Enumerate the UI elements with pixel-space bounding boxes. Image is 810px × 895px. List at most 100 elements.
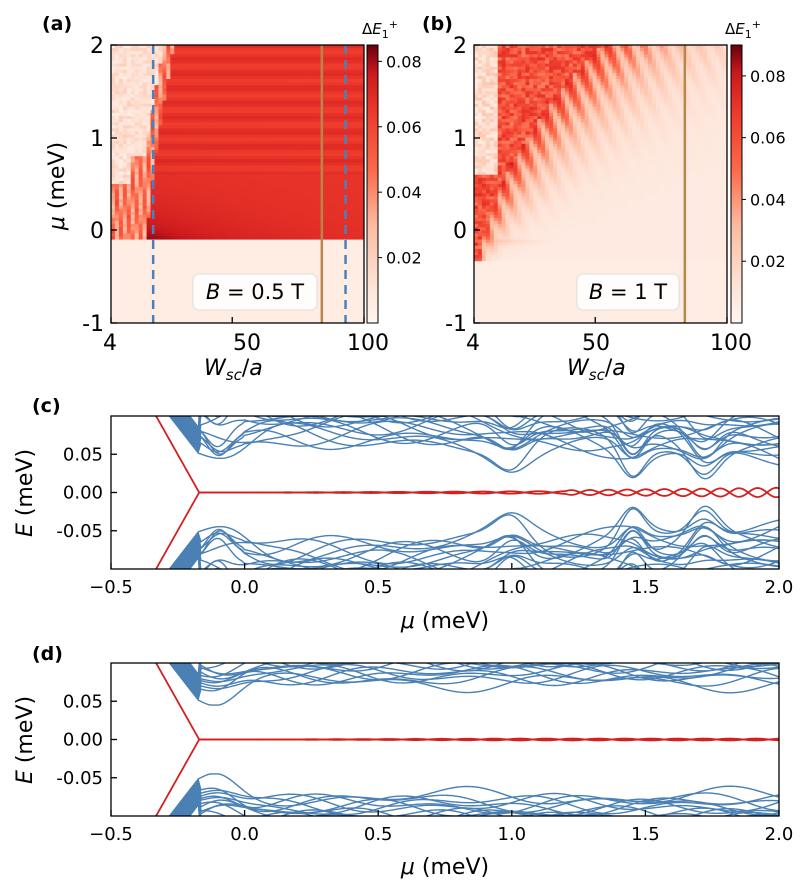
heat-cell xyxy=(111,248,116,253)
heat-cell xyxy=(190,48,195,52)
heat-cell xyxy=(348,184,353,188)
heat-cell xyxy=(118,45,124,49)
heat-cell xyxy=(237,119,243,123)
heat-cell xyxy=(166,88,171,92)
heat-cell xyxy=(142,72,148,77)
heat-cell xyxy=(280,258,286,262)
heat-cell xyxy=(114,199,120,204)
heat-cell xyxy=(111,199,116,204)
heat-cell xyxy=(166,128,171,133)
heat-cell xyxy=(284,190,290,194)
heat-cell xyxy=(356,217,361,222)
heat-cell xyxy=(190,85,195,89)
heat-cell xyxy=(122,264,128,268)
heat-cell xyxy=(253,51,258,55)
heat-cell xyxy=(265,128,270,133)
heat-cell xyxy=(138,150,144,154)
heat-cell xyxy=(190,196,195,201)
heat-cell xyxy=(122,174,128,179)
heat-cell xyxy=(186,51,191,55)
heat-cell xyxy=(197,153,203,157)
heat-cell xyxy=(154,273,160,278)
heat-cell xyxy=(261,184,266,188)
heat-cell xyxy=(134,143,140,148)
heat-cell xyxy=(249,199,254,204)
heat-cell xyxy=(158,270,163,275)
heat-cell xyxy=(340,103,345,108)
heat-cell xyxy=(284,248,290,253)
heat-cell xyxy=(174,267,179,272)
heat-cell xyxy=(229,57,235,62)
heat-cell xyxy=(174,239,179,244)
heat-cell xyxy=(265,143,270,148)
heat-cell xyxy=(209,60,215,65)
heat-cell xyxy=(277,63,282,68)
heat-cell xyxy=(134,190,140,194)
heat-cell xyxy=(197,171,203,176)
heat-cell xyxy=(111,122,116,126)
heat-cell xyxy=(194,75,199,80)
heat-cell xyxy=(300,251,306,256)
heat-cell xyxy=(265,137,270,142)
heat-cell xyxy=(316,54,322,58)
heat-cell xyxy=(197,190,203,194)
heat-cell xyxy=(174,205,179,210)
heat-cell xyxy=(340,153,345,157)
heat-cell xyxy=(174,221,179,225)
heat-cell xyxy=(356,159,361,163)
heat-cell xyxy=(221,119,227,123)
heat-cell xyxy=(324,119,330,123)
heat-cell xyxy=(265,78,270,83)
heat-cell xyxy=(114,171,120,176)
heat-cell xyxy=(205,54,211,58)
heat-cell xyxy=(237,217,243,222)
heat-cell xyxy=(197,88,203,92)
heat-cell xyxy=(308,171,314,176)
heat-cell xyxy=(288,190,294,194)
heat-cell xyxy=(316,233,322,238)
heat-cell xyxy=(111,159,116,163)
heat-cell xyxy=(221,100,227,105)
heat-cell xyxy=(316,255,322,259)
heat-cell xyxy=(253,248,258,253)
heat-cell xyxy=(205,174,211,179)
heat-cell xyxy=(284,184,290,188)
heat-cell xyxy=(158,261,163,265)
heat-cell xyxy=(348,230,353,235)
heat-cell xyxy=(284,208,290,213)
heat-cell xyxy=(296,255,302,259)
heat-cell xyxy=(197,245,203,250)
heat-cell xyxy=(324,177,330,182)
heat-cell xyxy=(134,131,140,136)
heat-cell xyxy=(328,137,333,142)
heat-cell xyxy=(360,60,364,65)
heat-cell xyxy=(201,63,207,68)
heat-cell xyxy=(312,242,318,247)
heat-cell xyxy=(273,45,278,49)
heat-cell xyxy=(213,171,219,176)
heat-cell xyxy=(356,242,361,247)
heat-cell xyxy=(233,97,239,102)
heat-cell xyxy=(111,208,116,213)
heat-cell xyxy=(166,199,171,204)
heat-cell xyxy=(273,159,278,163)
heat-cell xyxy=(158,245,163,250)
heat-cell xyxy=(205,131,211,136)
heat-cell xyxy=(352,270,357,275)
heat-cell xyxy=(114,187,120,191)
heat-cell xyxy=(221,162,227,167)
heat-cell xyxy=(118,187,124,191)
heat-cell xyxy=(344,221,349,225)
heat-cell xyxy=(257,270,262,275)
heat-cell xyxy=(150,264,156,268)
heat-cell xyxy=(300,153,306,157)
heat-cell xyxy=(233,187,239,191)
heat-cell xyxy=(277,106,282,111)
heat-cell xyxy=(249,267,254,272)
heat-cell xyxy=(344,146,349,151)
heat-cell xyxy=(336,242,341,247)
heat-cell xyxy=(316,51,322,55)
heat-cell xyxy=(249,109,254,114)
heat-cell xyxy=(328,119,333,123)
heat-cell xyxy=(174,63,179,68)
